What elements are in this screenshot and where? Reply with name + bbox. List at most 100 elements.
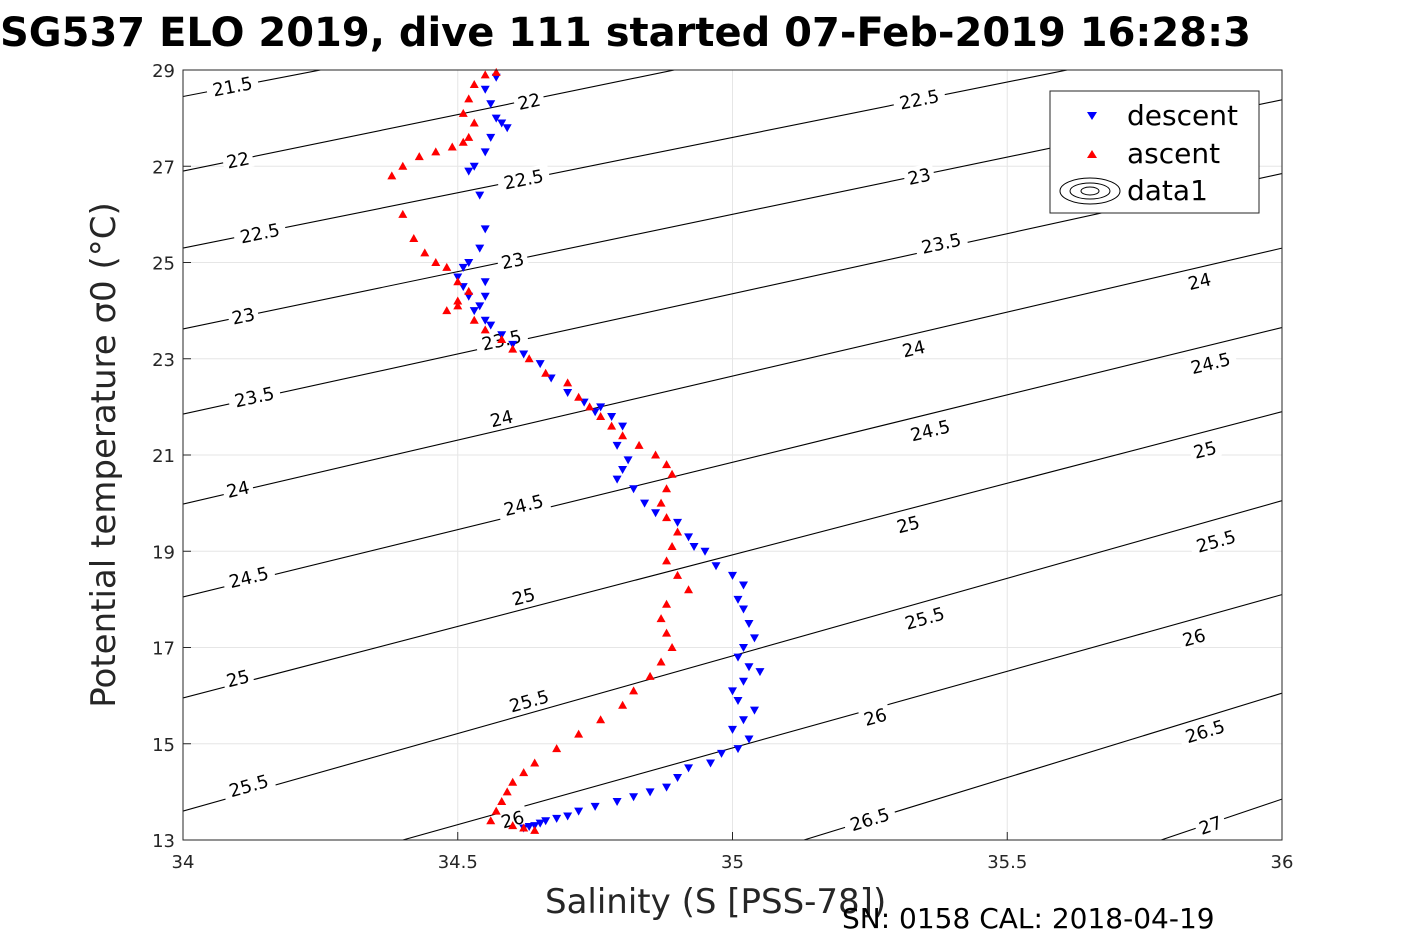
descent-point: [480, 292, 490, 301]
ascent-point: [662, 556, 672, 565]
contour-label: 23: [902, 162, 936, 190]
legend-ascent-label: ascent: [1127, 137, 1220, 170]
ascent-point: [629, 686, 639, 695]
x-axis-label: Salinity (S [PSS-78]): [545, 882, 886, 922]
ascent-point: [409, 233, 419, 242]
ascent-point: [662, 599, 672, 608]
ascent-point: [634, 440, 644, 449]
descent-point: [486, 321, 496, 330]
ascent-point: [453, 296, 463, 305]
ascent-point: [387, 171, 397, 180]
contour-line: [183, 172, 1282, 415]
contour-label-text: 24: [900, 337, 927, 363]
ascent-point: [508, 821, 518, 830]
ascent-point: [662, 460, 672, 469]
descent-point: [728, 687, 737, 696]
descent-point: [535, 360, 545, 369]
contour-label-text: 23: [906, 165, 933, 190]
contour-line: [183, 247, 1282, 505]
y-tick-label: 21: [152, 446, 175, 467]
contour-label: 26: [1176, 623, 1211, 652]
descent-point: [480, 225, 490, 234]
descent-point: [623, 456, 633, 465]
descent-point: [464, 167, 474, 176]
ascent-point: [552, 744, 562, 753]
descent-point: [612, 441, 622, 450]
ascent-point: [497, 797, 507, 805]
contour-label: 22: [512, 88, 546, 115]
descent-point: [749, 706, 759, 715]
ascent-point: [519, 768, 529, 777]
descent-point: [541, 817, 551, 826]
y-tick-label: 17: [152, 639, 175, 660]
contour-label: 23: [495, 247, 530, 274]
contour-label: 25.5: [501, 683, 557, 717]
ascent-point: [442, 306, 452, 315]
ascent-point: [596, 715, 606, 724]
ascent-point: [486, 816, 496, 825]
x-tick-label: 35: [721, 852, 744, 873]
descent-point: [491, 114, 501, 123]
y-tick-label: 19: [152, 542, 175, 563]
contour-line: [183, 500, 1282, 812]
ascent-point: [574, 729, 584, 738]
descent-point: [717, 749, 727, 758]
ascent-point: [585, 402, 595, 411]
descent-point: [612, 475, 622, 484]
descent-point: [469, 162, 479, 171]
contour-label: 24: [220, 475, 255, 503]
descent-point: [458, 263, 468, 272]
descent-point: [689, 542, 699, 551]
contour-label: 22: [221, 146, 255, 174]
x-tick-label: 35.5: [987, 852, 1027, 873]
ascent-point: [541, 368, 551, 377]
footer-serial-calibration: SN: 0158 CAL: 2018-04-19: [842, 902, 1215, 935]
ascent-point: [442, 262, 452, 271]
descent-point: [618, 422, 628, 431]
y-tick-label: 27: [152, 157, 175, 178]
descent-point: [618, 465, 628, 474]
ascent-point: [480, 70, 490, 79]
contour-label-text: 22: [516, 90, 543, 115]
x-tick-label: 36: [1271, 852, 1294, 873]
ascent-point: [431, 258, 441, 266]
descent-point: [535, 819, 545, 828]
descent-point: [728, 725, 737, 734]
ascent-point: [469, 315, 479, 324]
ascent-point: [398, 209, 408, 218]
y-tick-label: 13: [152, 831, 175, 852]
contour-line: [183, 326, 1282, 598]
contour-label: 25: [220, 664, 255, 692]
contour-label-text: 23: [499, 249, 526, 274]
ascent-point: [563, 378, 573, 387]
contour-label: 25: [1187, 435, 1222, 464]
ascent-point: [491, 806, 501, 815]
descent-point: [574, 807, 584, 816]
y-tick-label: 23: [152, 350, 175, 371]
ascent-point: [667, 541, 677, 550]
contour-label: 24: [896, 334, 931, 363]
ascent-point: [497, 335, 507, 343]
descent-point: [662, 783, 672, 792]
descent-point: [733, 595, 743, 604]
x-tick-label: 34.5: [438, 852, 478, 873]
ascent-point: [464, 286, 474, 295]
contour-label: 24: [484, 404, 519, 432]
descent-point: [563, 388, 573, 397]
ascent-point: [453, 301, 463, 310]
descent-point: [738, 716, 748, 725]
ascent-point: [524, 354, 534, 363]
chart-title: SG537 ELO 2019, dive 111 started 07-Feb-…: [0, 10, 1251, 56]
y-tick-label: 15: [152, 735, 175, 756]
y-ticks: 13 15 17 19 21 23 25 27 29: [152, 61, 191, 852]
y-tick-label: 25: [152, 254, 175, 275]
ascent-point: [458, 108, 468, 117]
descent-point: [552, 814, 562, 823]
descent-point: [497, 119, 507, 128]
descent-point: [612, 798, 622, 806]
ascent-point: [667, 643, 677, 651]
contour-label: 23: [226, 302, 260, 330]
x-tick-label: 34: [172, 852, 195, 873]
ascent-point: [398, 161, 408, 170]
